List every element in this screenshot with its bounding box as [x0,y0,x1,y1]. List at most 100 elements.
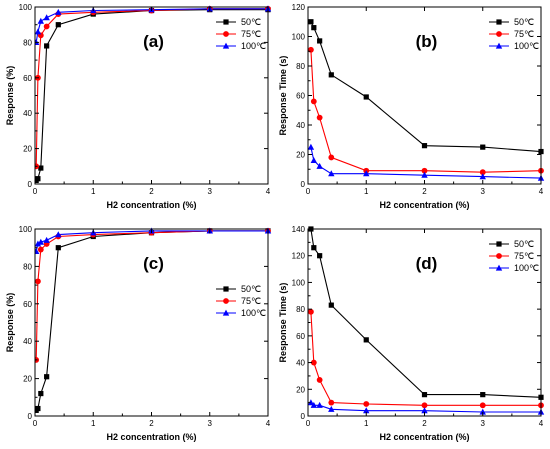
data-point [479,408,486,415]
series-line-2 [310,49,542,173]
y-tick-label: 80 [23,262,32,271]
data-point [35,28,42,35]
data-point [328,170,335,177]
y-tick-label: 60 [296,332,305,341]
data-point [308,46,314,53]
data-point [328,399,335,406]
legend-label: 75℃ [514,29,534,39]
data-point [311,25,317,31]
data-point [55,22,61,28]
data-point [37,238,45,245]
legend-marker [496,31,502,37]
y-tick-label: 80 [23,38,32,47]
x-tick-label: 1 [364,187,369,196]
y-tick-label: 140 [292,225,306,234]
data-point [317,253,323,259]
data-point [38,165,44,171]
legend: 50℃ 75℃ 100℃ [216,17,266,51]
data-point [310,98,317,105]
y-tick-label: 100 [19,3,33,12]
x-tick-label: 4 [266,187,271,196]
y-tick-label: 120 [292,252,306,261]
x-tick-label: 3 [208,419,213,428]
data-point [316,377,323,383]
data-point [363,401,370,407]
data-point [328,72,334,78]
legend-marker [223,31,229,37]
legend-marker [495,42,503,49]
data-point [479,169,486,176]
legend: 50℃ 75℃ 100℃ [489,17,539,51]
legend-label: 50℃ [241,284,261,294]
x-tick-label: 0 [306,419,311,428]
y-tick-label: 20 [23,375,32,384]
legend-marker [223,19,229,25]
data-point [328,405,335,412]
data-point [35,240,42,247]
legend-marker [222,42,230,49]
y-axis-title: Response (%) [5,66,15,126]
data-point [317,38,323,44]
x-tick-label: 3 [208,187,213,196]
data-point [421,143,428,149]
panel-tag: (b) [416,32,438,51]
data-point [311,245,317,251]
legend-marker [223,298,229,304]
series-line-2 [310,311,541,406]
data-point [316,162,323,169]
x-tick-label: 2 [422,419,427,428]
y-tick-label: 20 [23,145,32,154]
data-point [363,407,370,414]
data-point [35,176,41,182]
y-tick-label: 40 [296,359,305,368]
x-tick-label: 0 [33,187,38,196]
data-point [421,171,428,178]
x-tick-label: 1 [364,419,369,428]
data-point [421,167,428,174]
x-tick-label: 0 [33,419,38,428]
x-axis-title: H2 concentration (%) [379,432,469,442]
data-point [55,231,62,238]
legend-label: 50℃ [241,17,261,27]
x-tick-label: 4 [539,187,544,196]
data-point [43,236,50,243]
legend-label: 75℃ [241,29,261,39]
data-point [55,8,62,15]
data-point [43,23,50,30]
data-point [316,114,323,121]
legend-marker [496,19,502,25]
data-point [37,17,45,24]
y-tick-label: 120 [292,3,306,12]
y-axis-title: Response Time (s) [278,283,288,363]
x-tick-label: 1 [91,187,96,196]
y-tick-label: 40 [23,109,32,118]
data-point [310,359,317,366]
legend-label: 50℃ [514,239,534,249]
panel-tag: (d) [416,254,438,273]
data-point [328,302,334,308]
legend-marker [222,309,230,316]
data-point [35,405,41,412]
data-point [480,144,486,150]
y-tick-label: 100 [292,278,306,287]
data-point [310,157,318,163]
legend: 50℃ 75℃ 100℃ [216,284,266,318]
x-tick-label: 0 [306,187,311,196]
y-tick-label: 80 [296,305,305,314]
x-tick-label: 3 [481,187,486,196]
y-tick-label: 0 [301,180,306,189]
y-tick-label: 60 [296,92,305,101]
data-point [316,401,323,408]
data-point [44,374,50,380]
panel-tag: (a) [143,32,164,51]
y-tick-label: 40 [23,337,32,346]
legend-label: 75℃ [241,296,261,306]
y-tick-label: 20 [296,151,305,160]
data-point [38,390,44,397]
data-point [308,308,314,315]
data-point [37,246,44,253]
